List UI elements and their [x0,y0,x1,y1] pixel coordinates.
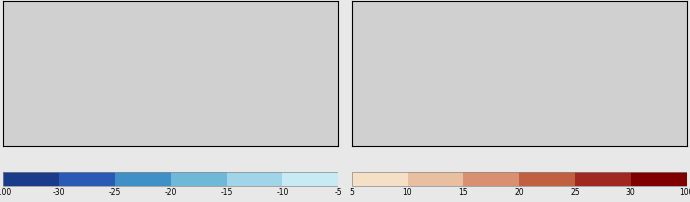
Text: -25: -25 [109,188,121,197]
Bar [631,172,687,186]
Text: 100: 100 [679,188,690,197]
Bar [171,172,227,186]
Text: -5: -5 [335,188,342,197]
Text: 30: 30 [626,188,635,197]
Bar [59,172,115,186]
Text: -15: -15 [221,188,233,197]
Text: -100: -100 [0,188,12,197]
Bar [352,172,408,186]
Text: 25: 25 [570,188,580,197]
Bar [115,172,171,186]
Text: -30: -30 [53,188,66,197]
Bar [408,172,463,186]
Text: 20: 20 [514,188,524,197]
Bar [463,172,519,186]
Text: 15: 15 [458,188,468,197]
Text: -10: -10 [276,188,288,197]
Bar [352,172,687,186]
Text: -20: -20 [165,188,177,197]
Bar [575,172,631,186]
Bar [3,172,338,186]
Bar [3,172,59,186]
Bar [519,172,575,186]
Text: 10: 10 [403,188,413,197]
Bar [227,172,282,186]
Text: 5: 5 [349,188,354,197]
Bar [282,172,338,186]
